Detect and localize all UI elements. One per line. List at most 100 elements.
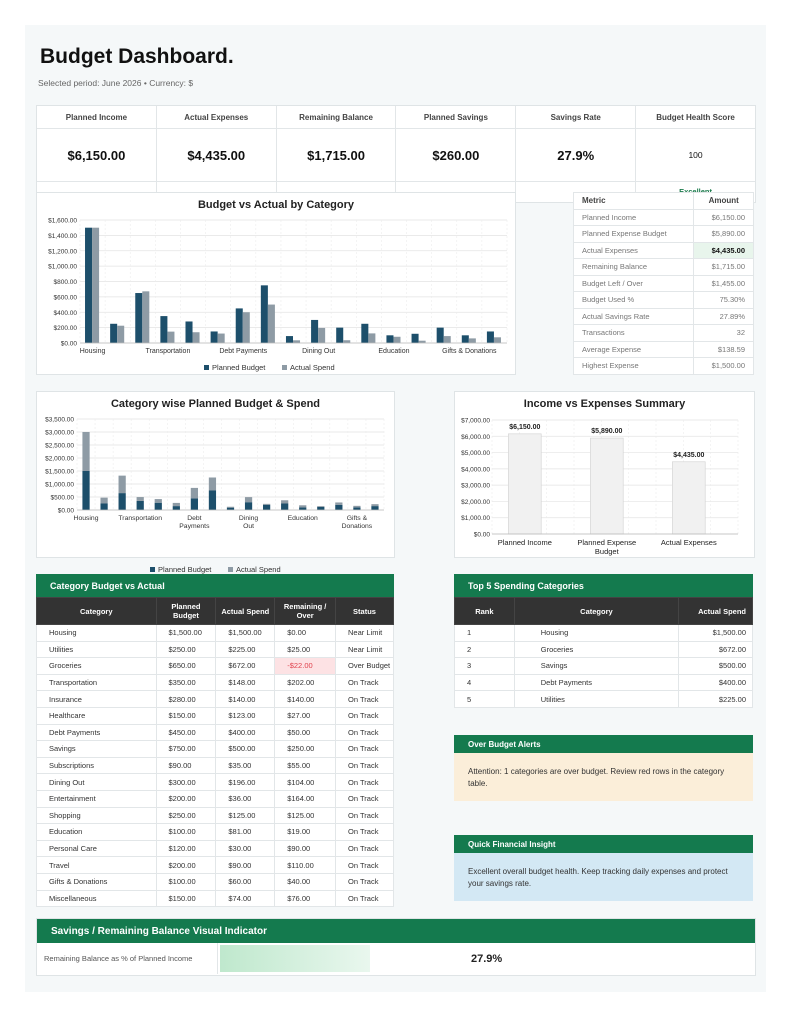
- category-cell: Healthcare: [36, 706, 157, 725]
- remaining-cell: $0.00: [274, 624, 337, 642]
- planned-cell: $100.00: [155, 823, 217, 841]
- status-cell: On Track: [335, 806, 394, 825]
- bar-planned: [244, 502, 253, 510]
- bar-actual: [92, 227, 100, 343]
- legend-label: Planned Budget: [212, 363, 266, 372]
- planned-cell: $450.00: [155, 723, 217, 742]
- rank-cell: 5: [454, 690, 515, 708]
- rank-cell: 2: [454, 640, 515, 659]
- bar-actual: [154, 499, 162, 503]
- metric-row: Average Expense $138.59: [572, 340, 754, 358]
- category-cell: Housing: [513, 624, 680, 642]
- chart-gridlines: [79, 219, 508, 344]
- y-tick-label: $0.00: [474, 532, 491, 539]
- table-row: Miscellaneous $150.00 $74.00 $76.00 On Track: [36, 889, 394, 908]
- bar-planned: [486, 331, 494, 343]
- status-cell: On Track: [335, 756, 394, 775]
- table-row: Groceries $650.00 $672.00 -$22.00 Over Budge…: [36, 657, 394, 675]
- bar-planned: [260, 285, 268, 343]
- category-table-header: Actual Spend: [215, 597, 276, 625]
- table-row: Housing $1,500.00 $1,500.00 $0.00 Near Limit: [36, 624, 394, 642]
- savings-indicator-title: Savings / Remaining Balance Visual Indic…: [37, 919, 755, 943]
- actual-cell: $225.00: [215, 640, 276, 659]
- bar-actual: [418, 340, 426, 343]
- bar-planned: [100, 503, 108, 510]
- income-vs-expenses-chart-panel: Income vs Expenses Summary $0.00 $1,000.0…: [454, 391, 755, 558]
- bar-planned: [335, 504, 343, 510]
- bar-actual: [371, 504, 379, 507]
- remaining-cell: $164.00: [274, 789, 337, 808]
- bar-actual: [172, 502, 180, 507]
- y-tick-label: $3,000.00: [45, 430, 74, 437]
- category-planned-spend-chart: $0.00 $500.00 $1,000.00 $1,500.00 $2,000.00 $…: [45, 417, 385, 574]
- legend-label: Planned Budget: [158, 565, 212, 574]
- bar-actual: [443, 336, 451, 343]
- table-row: Gifts & Donations $100.00 $60.00 $40.00 On T…: [36, 872, 394, 891]
- category-table-header: Remaining / Over: [274, 597, 337, 625]
- income-vs-expenses-chart: $0.00 $1,000.00 $2,000.00 $3,000.00 $4,000.0…: [461, 418, 739, 556]
- table-row: Savings $750.00 $500.00 $250.00 On Track: [36, 740, 394, 758]
- y-tick-label: $1,500.00: [45, 469, 74, 476]
- table-row: Entertainment $200.00 $36.00 $164.00 On Trac…: [36, 789, 394, 808]
- y-tick-label: $1,000.00: [48, 264, 77, 271]
- bar: [590, 437, 624, 535]
- actual-cell: $672.00: [678, 640, 753, 659]
- actual-cell: $36.00: [215, 789, 276, 808]
- y-tick-label: $500.00: [51, 495, 75, 502]
- kpi-label: Savings Rate: [516, 106, 636, 129]
- y-tick-label: $200.00: [54, 325, 78, 332]
- metric-amount: $5,890.00: [693, 225, 754, 243]
- planned-cell: $1,500.00: [155, 624, 217, 642]
- kpi-planned-savings: Planned Savings $260.00: [396, 106, 517, 202]
- data-label: $6,150.00: [509, 424, 540, 431]
- bar-actual: [393, 336, 401, 343]
- rank-cell: 4: [454, 673, 515, 692]
- page-title: Budget Dashboard.: [40, 45, 234, 68]
- x-tick-label: Planned Expense Budget: [577, 538, 636, 556]
- category-cell: Entertainment: [36, 789, 157, 808]
- bar-planned: [281, 503, 289, 510]
- legend-swatch: [204, 365, 209, 370]
- remaining-cell: $202.00: [274, 673, 337, 692]
- metric-row: Remaining Balance $1,715.00: [572, 258, 754, 276]
- kpi-planned-income: Planned Income $6,150.00: [37, 106, 157, 202]
- page-subtitle: Selected period: June 2026 • Currency: $: [38, 78, 194, 88]
- planned-cell: $250.00: [155, 806, 217, 825]
- bar-planned: [386, 335, 394, 343]
- status-cell: On Track: [335, 856, 394, 874]
- actual-cell: $123.00: [215, 706, 276, 725]
- remaining-cell: $125.00: [274, 806, 337, 825]
- kpi-label: Remaining Balance: [276, 106, 396, 129]
- metric-name: Average Expense: [572, 340, 695, 358]
- category-planned-spend-chart-panel: Category wise Planned Budget & Spend $0.…: [36, 391, 395, 574]
- status-cell: Near Limit: [335, 624, 394, 642]
- bar-planned: [461, 335, 469, 343]
- x-tick-label: Gifts & Donations: [342, 515, 373, 530]
- bar-actual: [142, 291, 150, 343]
- category-cell: Transportation: [36, 673, 157, 692]
- remaining-cell: $110.00: [274, 856, 337, 874]
- metric-name: Budget Used %: [572, 291, 695, 309]
- metric-name: Highest Expense: [572, 357, 695, 375]
- planned-cell: $750.00: [155, 740, 217, 758]
- budget-vs-actual-chart: $0.00 $200.00 $400.00 $600.00 $800.00 $1,000.…: [48, 218, 508, 372]
- bar-planned: [190, 498, 198, 510]
- bar-planned: [110, 323, 118, 343]
- y-tick-label: $4,000.00: [461, 466, 490, 473]
- metric-amount: $1,455.00: [693, 274, 754, 292]
- quick-insight-message: Excellent overall budget health. Keep tr…: [454, 853, 753, 901]
- bar-actual: [226, 506, 235, 508]
- bar-planned: [136, 500, 144, 510]
- category-table-header: Status: [335, 597, 394, 625]
- bar-planned: [82, 471, 90, 510]
- kpi-value: $6,150.00: [37, 129, 156, 182]
- bar-actual: [267, 304, 275, 343]
- bar-actual: [317, 506, 325, 507]
- y-tick-label: $3,000.00: [461, 483, 490, 490]
- planned-cell: $100.00: [155, 872, 217, 891]
- table-row: Healthcare $150.00 $123.00 $27.00 On Track: [36, 706, 394, 725]
- metric-name: Budget Left / Over: [572, 274, 695, 292]
- quick-insight-title: Quick Financial Insight: [454, 835, 753, 853]
- planned-cell: $150.00: [155, 889, 217, 908]
- metric-amount: $4,435.00: [693, 241, 754, 259]
